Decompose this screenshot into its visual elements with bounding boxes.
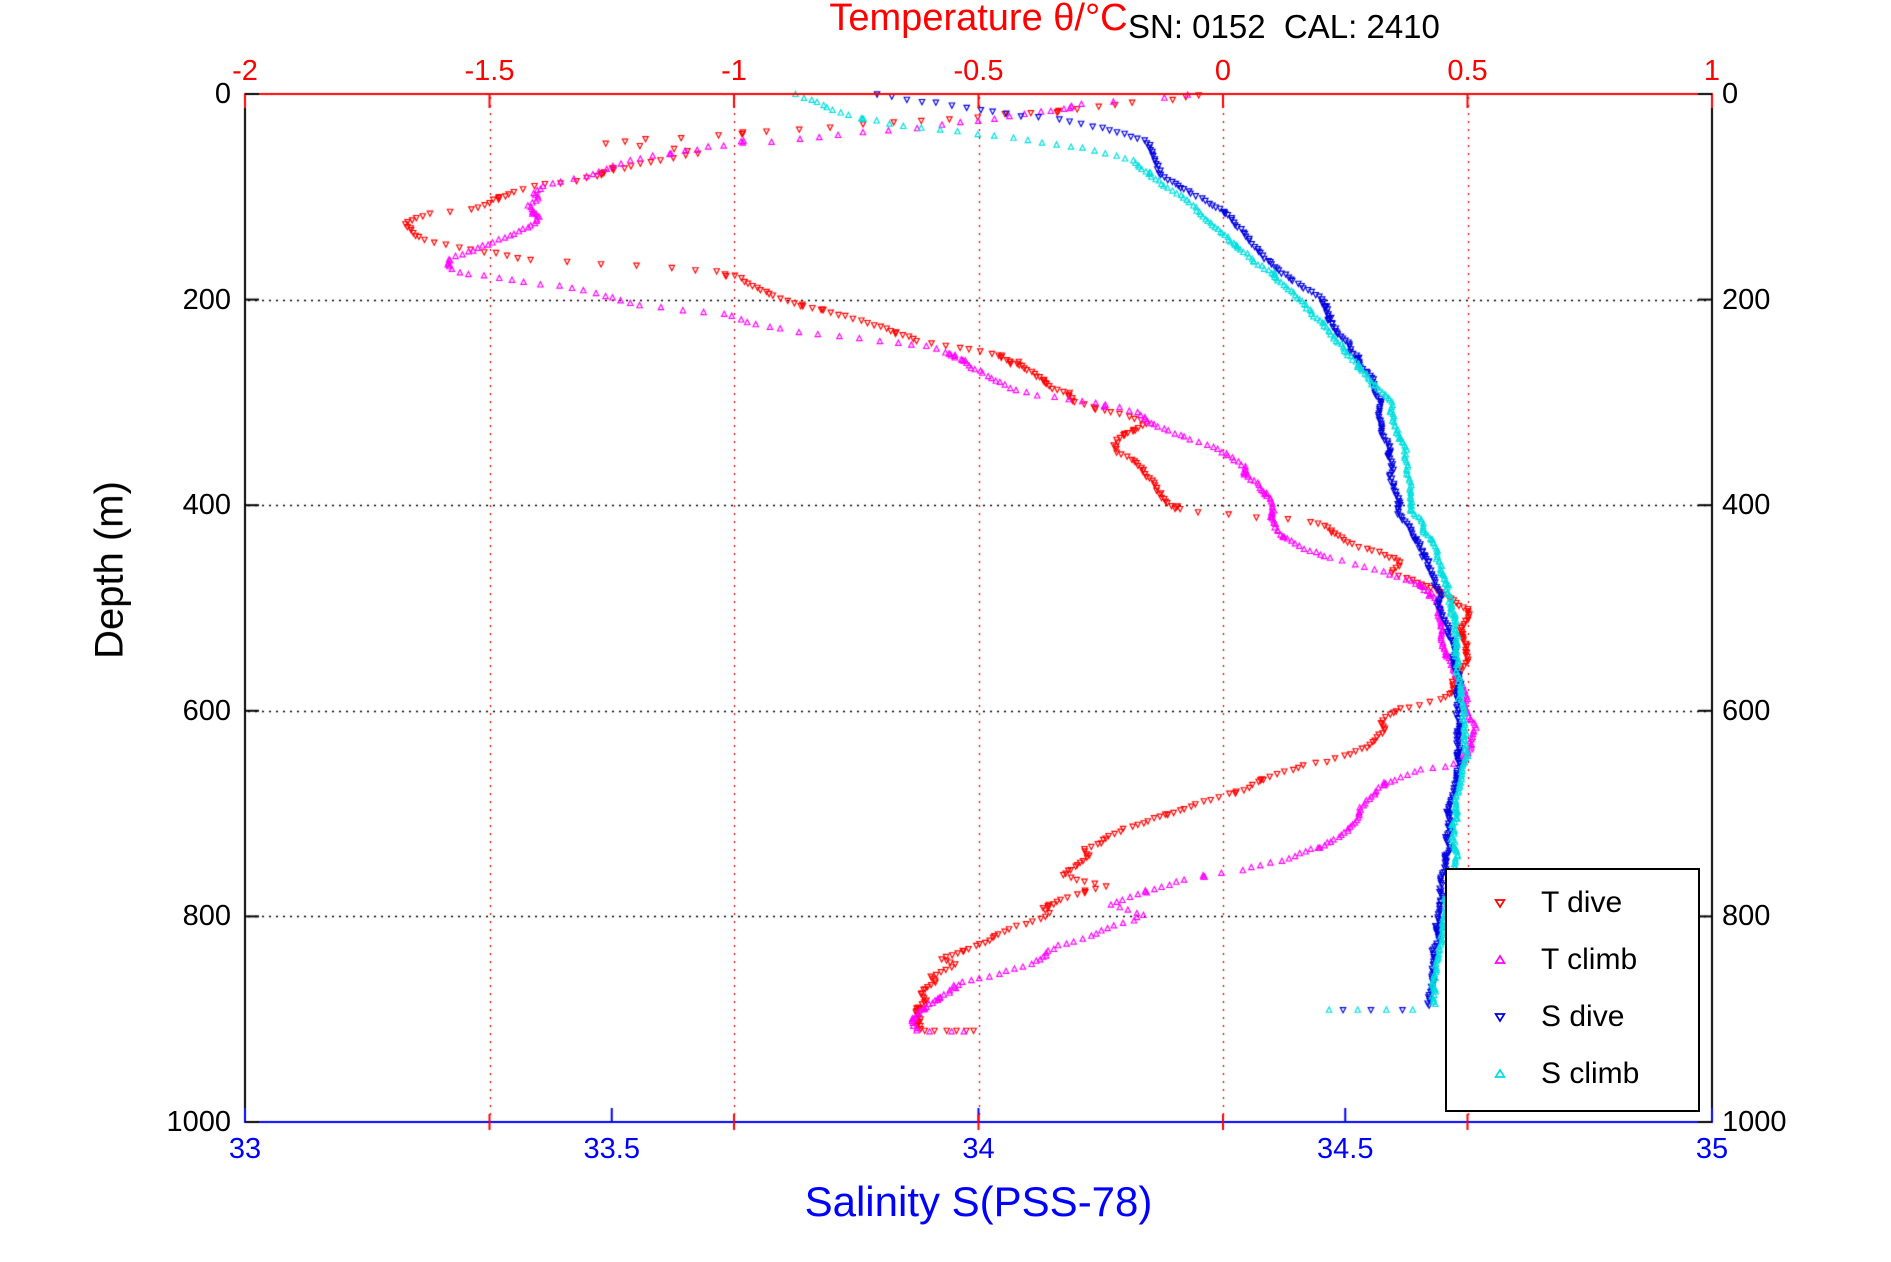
salinity-axis-tick-label: 34 <box>962 1133 995 1165</box>
salinity-axis-tick-label: 35 <box>1695 1133 1729 1165</box>
temperature-axis-tick-label: -1 <box>721 55 747 87</box>
right-depth-tick-label: 400 <box>1722 489 1771 522</box>
legend-item-t-dive: T dive <box>1447 874 1698 931</box>
salinity-axis-tick-label: 33 <box>228 1133 262 1165</box>
sn-cal-annotation: SN: 0152 CAL: 2410 <box>1128 8 1440 45</box>
left-depth-tick-label: 1000 <box>166 1106 231 1138</box>
temperature-axis-tick-label: -2 <box>232 55 258 87</box>
s-dive-marker-icon <box>1494 1012 1506 1023</box>
temperature-axis-tick-label: 0 <box>1214 55 1232 87</box>
legend-label: S climb <box>1541 1056 1640 1090</box>
right-depth-tick-label: 800 <box>1722 900 1771 933</box>
legend-item-s-climb: S climb <box>1447 1045 1698 1102</box>
temperature-axis-tick-label: -1.5 <box>464 55 515 87</box>
s-climb-marker-icon <box>1494 1067 1506 1078</box>
depth-axis-label: Depth (m) <box>87 481 132 659</box>
temperature-axis-tick-label: -0.5 <box>953 55 1004 87</box>
right-depth-tick-label: 200 <box>1722 283 1771 316</box>
legend-label: S dive <box>1541 999 1625 1033</box>
legend-item-t-climb: T climb <box>1447 931 1698 988</box>
left-depth-tick-label: 400 <box>182 489 231 522</box>
left-depth-tick-label: 200 <box>182 283 231 316</box>
t-dive-marker-icon <box>1494 898 1506 909</box>
right-depth-tick-label: 0 <box>1722 78 1739 110</box>
left-depth-tick-label: 800 <box>182 900 231 933</box>
right-depth-tick-label: 600 <box>1722 694 1771 727</box>
temperature-axis-tick-label: 0.5 <box>1447 55 1488 87</box>
salinity-axis-tick-label: 34.5 <box>1317 1133 1374 1165</box>
legend: T dive T climb S dive S climb <box>1445 868 1700 1112</box>
legend-label: T dive <box>1541 885 1623 919</box>
legend-item-s-dive: S dive <box>1447 988 1698 1045</box>
legend-label: T climb <box>1541 942 1638 976</box>
temperature-axis-tick-label: 1 <box>1703 55 1721 87</box>
left-depth-tick-label: 600 <box>182 694 231 727</box>
salinity-axis-tick-label: 33.5 <box>583 1133 640 1165</box>
left-depth-tick-label: 0 <box>214 78 231 110</box>
chart-title: Temperature θ/°C <box>829 0 1128 39</box>
t-climb-marker-icon <box>1494 953 1506 964</box>
salinity-axis-label: Salinity S(PSS-78) <box>804 1178 1153 1225</box>
right-depth-tick-label: 1000 <box>1722 1106 1787 1138</box>
